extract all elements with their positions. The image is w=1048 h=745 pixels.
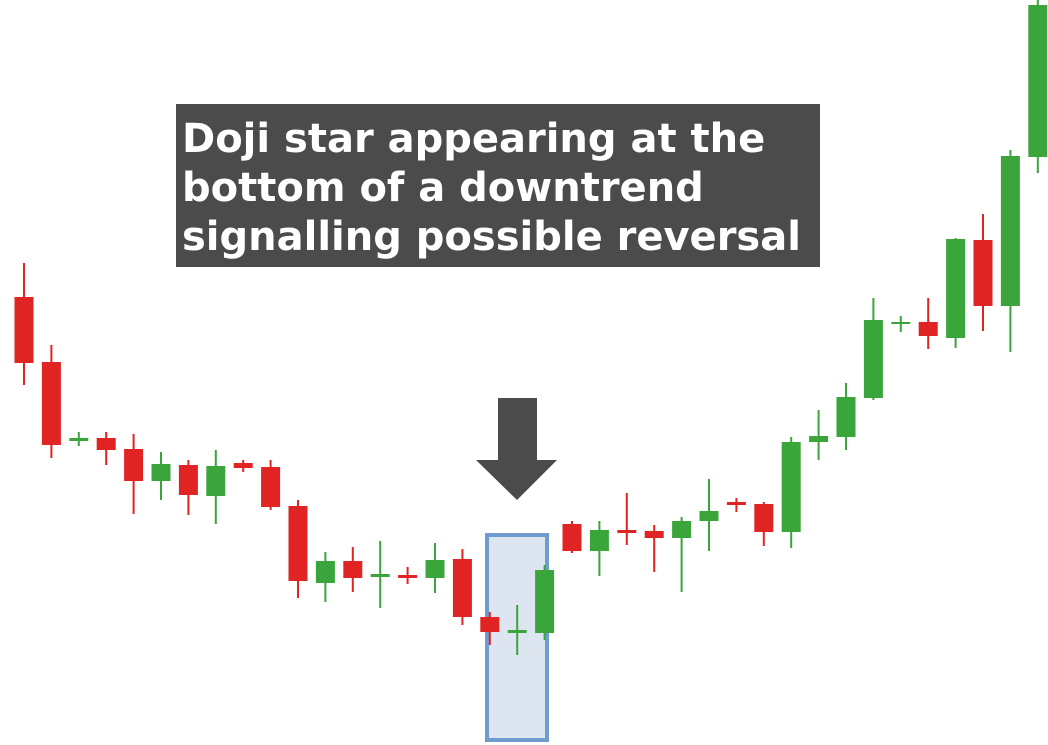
- candle-body: [699, 511, 719, 521]
- annotation-line: Doji star appearing at the: [182, 116, 765, 162]
- candle-body: [151, 464, 171, 481]
- candle-body: [946, 239, 966, 338]
- candle-body: [589, 530, 609, 551]
- candle-body: [754, 504, 774, 532]
- candle-body: [1000, 156, 1020, 306]
- candle-body: [836, 397, 856, 437]
- candle-body: [672, 521, 692, 538]
- candles: [14, 0, 1048, 655]
- candle-body: [14, 297, 34, 363]
- candle-body: [343, 561, 363, 578]
- candle-body: [41, 362, 61, 445]
- arrow-shaft: [498, 398, 537, 460]
- candle-body: [233, 463, 253, 468]
- candle-body: [973, 240, 993, 306]
- candle-body: [535, 570, 555, 633]
- candle-body: [918, 322, 938, 336]
- candle-body: [1028, 5, 1048, 157]
- arrow: [476, 398, 557, 500]
- candle-body: [507, 630, 527, 633]
- arrow-head: [476, 460, 557, 500]
- candle-body: [178, 465, 198, 495]
- candle-body: [781, 442, 801, 532]
- candle-body: [891, 322, 911, 324]
- candle-body: [726, 502, 746, 505]
- candle-body: [809, 436, 829, 442]
- candle-body: [288, 506, 308, 581]
- candle-body: [480, 617, 500, 632]
- annotation-line: bottom of a downtrend: [182, 165, 704, 211]
- candle-body: [617, 530, 637, 533]
- annotation-box: [176, 104, 820, 267]
- candle-body: [398, 575, 418, 578]
- candle-body: [863, 320, 883, 398]
- candle-body: [644, 531, 664, 538]
- candle-body: [206, 466, 226, 496]
- candle-body: [425, 560, 445, 578]
- candle-body: [96, 438, 116, 450]
- candle-body: [315, 561, 335, 583]
- candle-body: [69, 438, 89, 441]
- candle-body: [261, 467, 281, 507]
- candle-body: [452, 559, 472, 617]
- candle-body: [370, 574, 390, 577]
- candle-body: [124, 449, 144, 481]
- annotation-line: signalling possible reversal: [182, 214, 801, 260]
- candle-body: [562, 524, 582, 551]
- highlight-box: [485, 533, 549, 742]
